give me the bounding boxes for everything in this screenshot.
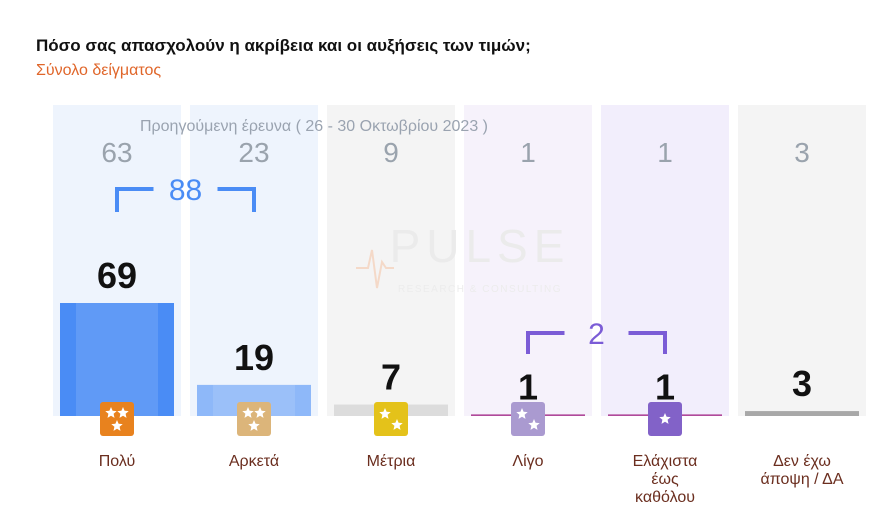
previous-value: 63 bbox=[101, 137, 132, 168]
star-shape bbox=[391, 419, 403, 430]
column-background bbox=[464, 105, 592, 416]
category-label: Μέτρια bbox=[367, 453, 416, 470]
previous-value: 3 bbox=[794, 137, 810, 168]
group-bracket bbox=[115, 187, 154, 212]
column-background bbox=[190, 105, 318, 416]
bar-value-label: 1 bbox=[518, 366, 538, 407]
star-shape bbox=[248, 420, 260, 431]
star-shape bbox=[242, 407, 254, 418]
category-label: Αρκετά bbox=[229, 453, 279, 470]
watermark-subtext: RESEARCH & CONSULTING bbox=[398, 284, 562, 295]
two-stars-icon bbox=[511, 402, 545, 436]
bar-highlight bbox=[76, 303, 158, 416]
group-bracket bbox=[526, 331, 565, 354]
three-stars-icon bbox=[237, 402, 271, 436]
star-shape bbox=[111, 420, 123, 431]
group-bracket bbox=[628, 331, 667, 354]
two-stars-icon bbox=[374, 402, 408, 436]
star-shape bbox=[254, 407, 266, 418]
previous-value: 1 bbox=[657, 137, 673, 168]
group-total-label: 2 bbox=[588, 318, 605, 351]
bar bbox=[60, 303, 174, 416]
bar bbox=[745, 411, 859, 416]
group-total-label: 88 bbox=[169, 174, 202, 207]
chart-subtitle: Σύνολο δείγματος bbox=[36, 62, 162, 79]
previous-value: 1 bbox=[520, 137, 536, 168]
category-label: Δεν έχω bbox=[773, 453, 831, 470]
chart-title: Πόσο σας απασχολούν η ακρίβεια και οι αυ… bbox=[36, 36, 531, 55]
bar-value-label: 3 bbox=[792, 363, 812, 404]
star-shape bbox=[117, 407, 129, 418]
group-bracket bbox=[217, 187, 256, 212]
category-label: Ελάχιστα bbox=[633, 453, 698, 470]
previous-value: 23 bbox=[238, 137, 269, 168]
category-label: Λίγο bbox=[512, 453, 543, 470]
previous-survey-label: Προηγούμενη έρευνα ( 26 - 30 Οκτωβρίου 2… bbox=[140, 118, 488, 135]
bar-value-label: 7 bbox=[381, 357, 401, 398]
category-label: Πολύ bbox=[99, 453, 136, 470]
category-label: έως bbox=[651, 471, 679, 488]
watermark-logo-text: PULSE bbox=[390, 220, 571, 272]
watermark-pulse-icon bbox=[356, 249, 394, 289]
category-label: καθόλου bbox=[635, 489, 695, 506]
star-shape bbox=[105, 407, 117, 418]
bar-value-label: 1 bbox=[655, 366, 675, 407]
column-background bbox=[601, 105, 729, 416]
bar-value-label: 19 bbox=[234, 337, 274, 378]
star-shape bbox=[379, 408, 391, 419]
previous-value: 9 bbox=[383, 137, 399, 168]
column-background bbox=[738, 105, 866, 416]
column-background bbox=[327, 105, 455, 416]
bar-value-label: 69 bbox=[97, 255, 137, 296]
star-shape bbox=[516, 408, 528, 419]
category-label: άποψη / ΔΑ bbox=[760, 471, 843, 488]
star-shape bbox=[528, 419, 540, 430]
three-stars-icon bbox=[100, 402, 134, 436]
star-shape bbox=[659, 413, 671, 424]
